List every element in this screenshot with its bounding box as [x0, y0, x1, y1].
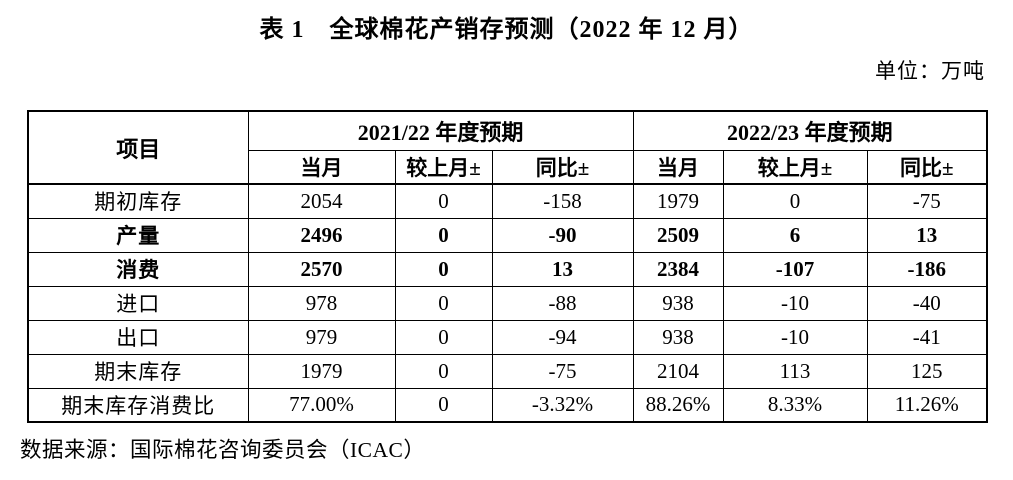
cell-value: -41	[866, 319, 988, 355]
table-row: 期末库存 1979 0 -75 2104 113 125	[27, 353, 988, 389]
cell-value: 113	[722, 353, 868, 389]
cell-value: -90	[491, 217, 634, 253]
cell-value: 938	[632, 285, 724, 321]
cell-value: -75	[866, 183, 988, 219]
cell-value: -158	[491, 183, 634, 219]
table-header: 项目 2021/22 年度预期 2022/23 年度预期 当月 较上月± 同比±…	[27, 110, 988, 185]
row-label: 消费	[27, 251, 249, 287]
cell-value: -40	[866, 285, 988, 321]
table-body: 期初库存 2054 0 -158 1979 0 -75 产量 2496 0 -90 2509 6 13 消费…	[27, 183, 988, 423]
cell-value: 2384	[632, 251, 724, 287]
column-group-2022-23: 2022/23 年度预期	[632, 110, 988, 151]
column-header-vs-last-month-1: 较上月±	[394, 150, 493, 185]
cell-value: 2054	[247, 183, 396, 219]
cell-value: 0	[394, 217, 493, 253]
cell-value: 938	[632, 319, 724, 355]
cell-value: 0	[394, 353, 493, 389]
cell-value: -75	[491, 353, 634, 389]
unit-label: 单位：万吨	[875, 59, 985, 83]
cell-value: 6	[722, 217, 868, 253]
cell-value: 88.26%	[632, 387, 724, 423]
table-row: 产量 2496 0 -90 2509 6 13	[27, 217, 988, 253]
row-label: 期末库存消费比	[27, 387, 249, 423]
forecast-table: 项目 2021/22 年度预期 2022/23 年度预期 当月 较上月± 同比±…	[27, 110, 989, 423]
table-row: 进口 978 0 -88 938 -10 -40	[27, 285, 988, 321]
cell-value: 2509	[632, 217, 724, 253]
table-row: 期初库存 2054 0 -158 1979 0 -75	[27, 183, 988, 219]
cell-value: 13	[491, 251, 634, 287]
table-title: 表 1 全球棉花产销存预测（2022 年 12 月）	[259, 17, 754, 43]
cell-value: 0	[394, 183, 493, 219]
cell-value: -10	[722, 319, 868, 355]
cell-value: -94	[491, 319, 634, 355]
cell-value: 11.26%	[866, 387, 988, 423]
column-header-current-month-2: 当月	[632, 150, 724, 185]
column-header-current-month-1: 当月	[247, 150, 396, 185]
cell-value: 978	[247, 285, 396, 321]
cell-value: 1979	[632, 183, 724, 219]
cell-value: 77.00%	[247, 387, 396, 423]
cell-value: 2496	[247, 217, 396, 253]
cell-value: -3.32%	[491, 387, 634, 423]
cell-value: 0	[722, 183, 868, 219]
cell-value: 0	[394, 387, 493, 423]
cell-value: -10	[722, 285, 868, 321]
cell-value: 0	[394, 285, 493, 321]
data-source-note: 数据来源：国际棉花咨询委员会（ICAC）	[20, 438, 426, 462]
row-label: 期初库存	[27, 183, 249, 219]
cell-value: 0	[394, 251, 493, 287]
table-row: 消费 2570 0 13 2384 -107 -186	[27, 251, 988, 287]
cell-value: 0	[394, 319, 493, 355]
column-header-item: 项目	[27, 110, 249, 185]
table-row: 期末库存消费比 77.00% 0 -3.32% 88.26% 8.33% 11.26%	[27, 387, 988, 423]
cell-value: 2570	[247, 251, 396, 287]
column-header-vs-last-month-2: 较上月±	[722, 150, 868, 185]
cell-value: -88	[491, 285, 634, 321]
column-header-yoy-1: 同比±	[491, 150, 634, 185]
row-label: 出口	[27, 319, 249, 355]
column-header-yoy-2: 同比±	[866, 150, 988, 185]
cell-value: 979	[247, 319, 396, 355]
cell-value: -186	[866, 251, 988, 287]
cell-value: 125	[866, 353, 988, 389]
cell-value: 13	[866, 217, 988, 253]
row-label: 进口	[27, 285, 249, 321]
column-group-2021-22: 2021/22 年度预期	[247, 110, 634, 151]
row-label: 产量	[27, 217, 249, 253]
cell-value: 8.33%	[722, 387, 868, 423]
header-group-row: 项目 2021/22 年度预期 2022/23 年度预期	[27, 110, 988, 185]
header-sub-row: 当月 较上月± 同比± 当月 较上月± 同比±	[28, 150, 988, 185]
cell-value: -107	[722, 251, 868, 287]
cell-value: 1979	[247, 353, 396, 389]
cell-value: 2104	[632, 353, 724, 389]
row-label: 期末库存	[27, 353, 249, 389]
table-row: 出口 979 0 -94 938 -10 -41	[27, 319, 988, 355]
